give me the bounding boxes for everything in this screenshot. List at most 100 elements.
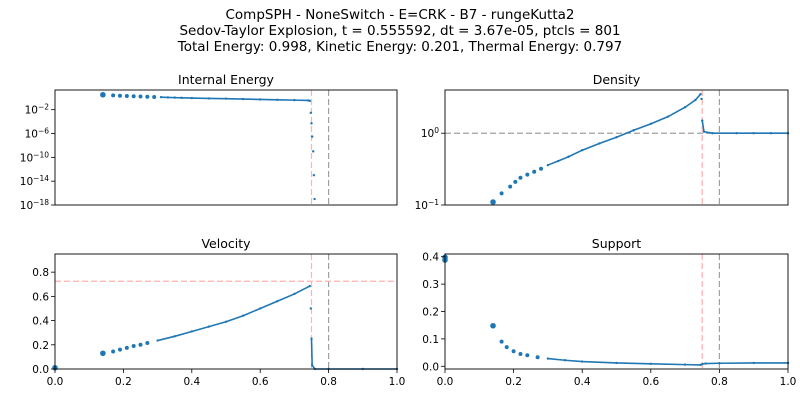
data-point [649,362,652,365]
axes-frame [444,89,789,206]
x-tick-label: 0.2 [115,376,132,388]
y-tick-label: 0.1 [422,334,439,346]
data-point [145,340,150,345]
data-point [532,169,537,174]
data-point [166,96,170,99]
data-point [711,132,714,135]
data-point [309,307,313,310]
axes-frame [444,253,789,370]
data-point [490,199,496,205]
data-point [704,362,707,365]
data-point [111,349,116,354]
data-point [615,361,618,365]
data-point [735,132,738,135]
data-point [152,94,157,99]
data-point [308,284,311,288]
data-point [539,166,544,171]
data-point [190,96,193,100]
data-point [700,97,703,101]
data-point [224,320,228,323]
y-tick-label: 0.4 [422,252,439,264]
y-tick-label: 10−6 [25,127,50,141]
data-point [111,93,116,98]
figure-title-line-2: Sedov-Taylor Explosion, t = 0.555592, dt… [179,23,621,39]
data-point [752,361,755,365]
data-point [293,98,296,102]
data-point [124,94,129,99]
data-point [632,129,635,132]
data-point [259,307,262,310]
data-point [241,97,245,101]
data-point [293,292,296,296]
data-point [702,130,706,133]
data-point [310,122,313,125]
data-point [312,174,316,177]
data-point [310,364,314,367]
data-point [276,98,279,102]
data-point [598,142,601,145]
axes-frame [54,253,398,370]
y-tick-label: 10−2 [25,103,50,117]
series-line-tail [701,120,788,135]
data-point [567,155,570,158]
subplot-support: Support 0.0 0.1 0.2 0.3 0.4 0.0 0.2 0.4 0.6 0.8 1.0 [422,236,796,388]
data-point [310,337,313,340]
series-line-tail [310,338,397,370]
axes-frame [54,89,398,206]
y-tick-label: 0.2 [422,307,439,319]
y-tick-label: 0.2 [32,340,49,352]
x-tick-label: 0.4 [183,376,200,388]
x-tick-label: 0.4 [574,376,591,388]
data-point [309,111,313,114]
data-point [499,191,504,196]
data-point [159,95,163,99]
data-point [683,363,687,366]
y-tick-label: 0.0 [422,361,439,373]
x-tick-label: 0.0 [47,376,64,388]
data-point [117,93,122,98]
data-point [525,353,530,358]
data-point [100,91,106,98]
data-point [563,359,567,362]
data-point [546,357,550,360]
subplot-density: Density 10−1 100 [415,72,790,212]
data-point [180,96,183,100]
x-tick-label: 0.6 [642,376,659,388]
x-tick-label: 0.8 [320,376,337,388]
data-point [308,99,311,103]
y-tick-label: 10−1 [415,198,440,212]
x-tick-label: 0.6 [252,376,269,388]
subplot-internal-energy: Internal Energy 10−18 10−14 10−10 10−6 10−2 [20,72,398,212]
data-point [649,122,652,126]
y-tick-label: 0.3 [422,279,439,291]
y-tick-label: 10−10 [20,150,49,164]
y-tick-label: 0.8 [32,267,49,279]
data-point [546,163,550,167]
data-point [694,98,697,102]
subplot-title: Density [593,72,641,87]
x-tick-label: 0.8 [711,376,728,388]
data-point [504,345,509,350]
figure-title-line-3: Total Energy: 0.998, Kinetic Energy: 0.2… [177,39,623,55]
data-point [581,360,584,363]
x-tick-label: 1.0 [780,376,797,388]
data-point [312,150,315,153]
data-point [752,132,755,135]
y-tick-label: 100 [421,126,439,140]
data-point [581,148,584,152]
y-tick-label: 0.0 [32,364,49,376]
data-point [241,314,245,317]
data-point [701,362,704,366]
data-point [508,184,513,189]
data-point [666,115,670,118]
data-point [156,339,159,342]
data-point [511,349,516,354]
y-tick-label: 10−14 [20,174,49,188]
x-tick-label: 0.2 [505,376,522,388]
data-point [535,355,540,360]
figure-title-line-1: CompSPH - NoneSwitch - E=CRK - B7 - rung… [225,7,575,23]
data-point [259,98,262,101]
data-point [769,132,773,135]
data-point [131,344,136,348]
